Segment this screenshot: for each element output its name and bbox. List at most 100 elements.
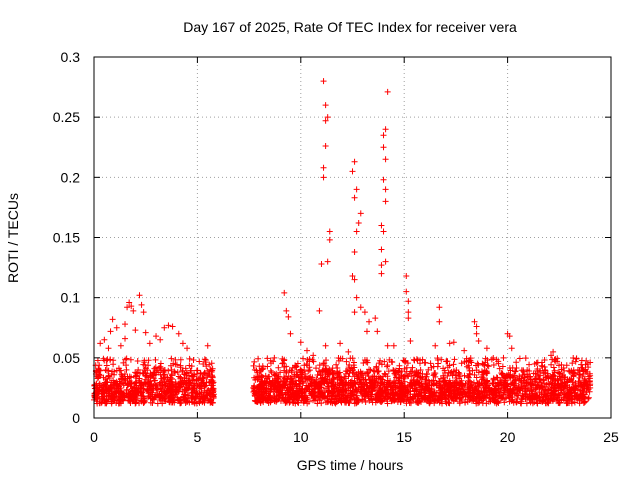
data-point [158,392,165,399]
data-point [458,360,465,367]
data-point [301,362,308,369]
data-point [174,369,181,376]
data-point [174,394,181,401]
data-point [574,366,581,373]
data-point [138,301,145,308]
data-point [351,248,358,255]
data-point [471,371,478,378]
data-point [141,357,148,364]
data-point [350,391,357,398]
data-point [203,363,210,370]
data-point [188,390,195,397]
data-point [569,378,576,385]
data-point [159,381,166,388]
data-point [132,327,139,334]
data-point [385,368,392,375]
data-point [306,356,313,363]
data-point [202,382,209,389]
data-point [408,380,415,387]
data-point [279,383,286,390]
data-point [258,374,265,381]
data-point [185,377,192,384]
data-point [197,370,204,377]
data-point [283,369,290,376]
data-point [362,376,369,383]
data-point [494,374,501,381]
data-point [305,368,312,375]
data-point [545,380,552,387]
data-point [381,370,388,377]
data-point [404,360,411,367]
data-point [451,383,458,390]
data-point [283,307,290,314]
data-point [140,309,147,316]
data-point [175,388,182,395]
data-point [476,382,483,389]
data-point [470,379,477,386]
data-point [529,379,536,386]
data-point [122,335,129,342]
data-point [481,387,488,394]
data-point [339,355,346,362]
data-point [512,380,519,387]
data-point [100,393,107,400]
data-point [265,400,272,407]
data-point [153,333,160,340]
data-point [258,393,265,400]
data-point [324,258,331,265]
data-point [122,321,129,328]
data-point [94,387,101,394]
data-point [161,324,168,331]
data-point [457,394,464,401]
axis-ticks [93,56,612,419]
data-point [443,358,450,365]
data-point [470,387,477,394]
data-point [394,398,401,405]
data-point [487,398,494,405]
data-point [177,356,184,363]
data-point [304,376,311,383]
data-point [147,378,154,385]
data-point [379,386,386,393]
data-point [170,360,177,367]
data-point [108,379,115,386]
data-point [501,399,508,406]
data-point [511,368,518,375]
data-point [295,399,302,406]
data-point [130,307,137,314]
data-point [322,102,329,109]
data-point [490,380,497,387]
data-point [402,372,409,379]
data-point [570,355,577,362]
data-point [154,400,161,407]
data-point [417,367,424,374]
data-point [438,356,445,363]
data-point [549,356,556,363]
data-point [415,370,422,377]
data-point [439,394,446,400]
data-point [467,355,474,362]
data-point [573,355,580,362]
data-point [356,379,363,386]
data-point [587,372,594,379]
data-point [561,367,568,374]
data-point [138,381,145,388]
data-point [544,370,551,377]
data-point [501,390,508,397]
data-point [580,371,587,378]
data-point [560,386,567,393]
data-point [138,392,145,399]
data-point [502,382,509,389]
data-point [349,366,356,373]
data-point [322,365,329,372]
data-point [441,379,448,386]
y-tick-label: 0.15 [53,230,80,246]
data-point [310,352,317,359]
data-point [401,391,408,398]
data-point [282,397,289,404]
data-point [358,383,365,390]
data-point [446,400,453,407]
data-point [189,386,196,393]
data-point [427,360,434,367]
data-point [534,367,541,374]
